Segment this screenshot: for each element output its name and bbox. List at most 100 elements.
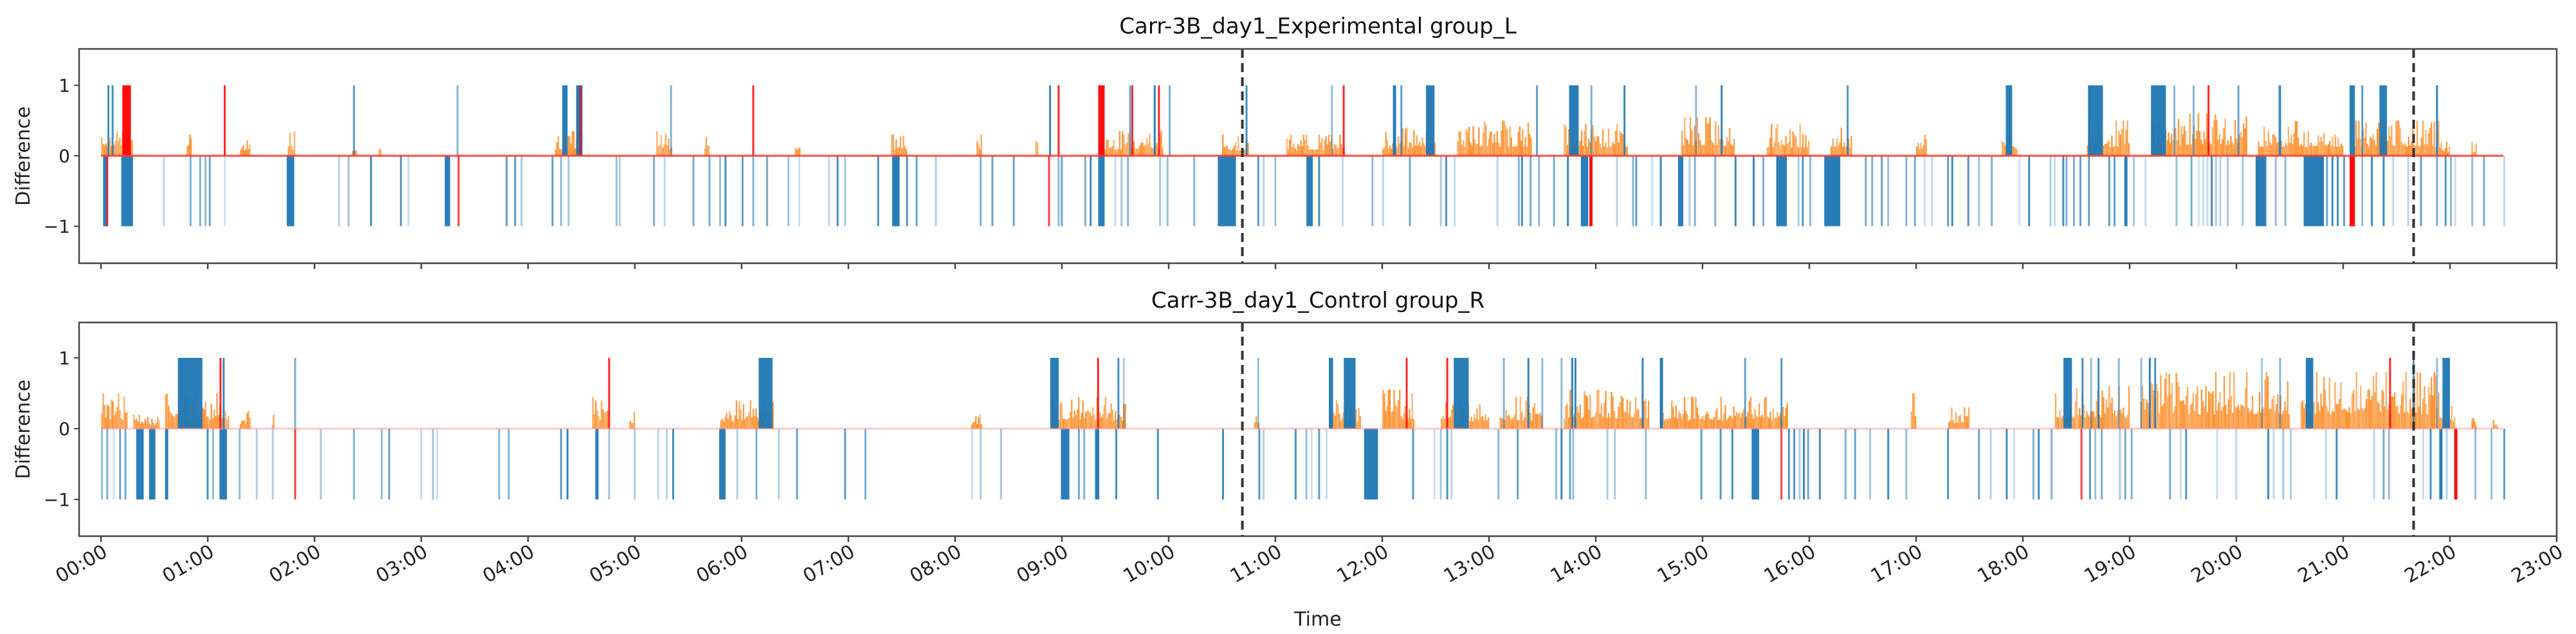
activity-bar: [2328, 140, 2331, 156]
activity-bar: [1416, 135, 1418, 156]
activity-bar: [1701, 418, 1703, 429]
activity-bar: [1702, 416, 1704, 429]
activity-bar: [104, 145, 105, 156]
activity-bar: [1531, 420, 1533, 429]
activity-bar: [1594, 412, 1597, 429]
blue-event-down: [1409, 156, 1411, 227]
activity-bar: [1921, 147, 1923, 156]
activity-bar: [187, 145, 190, 156]
blue-event-down: [1688, 156, 1691, 227]
activity-bar: [102, 393, 104, 429]
blue-event-up: [1744, 358, 1746, 429]
activity-bar: [1329, 142, 1331, 156]
activity-bar: [2223, 127, 2225, 156]
activity-bar: [138, 415, 140, 429]
red-event-down: [106, 156, 109, 227]
activity-bar: [1579, 404, 1581, 429]
blue-event-down: [672, 429, 675, 499]
activity-bar: [1806, 147, 1808, 156]
activity-bar: [1398, 389, 1401, 429]
blue-event-down: [1967, 156, 1969, 227]
activity-bar: [1645, 399, 1647, 429]
activity-bar: [1434, 142, 1436, 156]
event-marks: [101, 85, 2505, 227]
activity-bar: [1058, 420, 1060, 429]
activity-bar: [2108, 386, 2110, 429]
activity-bar: [2254, 414, 2256, 429]
blue-event-down: [1439, 429, 1442, 499]
blue-event-down: [1978, 429, 1980, 499]
activity-bar: [1662, 413, 1665, 429]
activity-bar: [1461, 144, 1463, 156]
activity-bar: [2361, 407, 2363, 429]
activity-bar: [1730, 416, 1732, 429]
x-tick-label: 11:00: [1227, 541, 1286, 588]
activity-bar: [1587, 139, 1590, 156]
activity-bar: [1533, 402, 1536, 429]
activity-bar: [1304, 140, 1306, 156]
blue-event-down: [708, 156, 711, 227]
activity-bar: [116, 131, 118, 156]
activity-bar: [145, 420, 147, 429]
activity-bar: [2369, 136, 2371, 156]
activity-bar: [2346, 410, 2348, 429]
activity-bar: [1612, 142, 1614, 156]
activity-bar: [1773, 142, 1776, 156]
activity-bar: [2285, 410, 2287, 429]
activity-bar: [893, 150, 896, 156]
activity-bar: [2244, 128, 2246, 156]
activity-bar: [2293, 133, 2295, 156]
activity-bar: [1490, 131, 1493, 156]
activity-bar: [101, 413, 103, 429]
blue-event-down: [2088, 156, 2090, 227]
activity-bar: [1737, 413, 1739, 429]
activity-bar: [1506, 129, 1508, 156]
blue-event-up: [2278, 85, 2280, 156]
activity-bar: [1452, 404, 1454, 429]
blue-event-down: [1114, 156, 1117, 227]
blue-event-down: [2049, 156, 2052, 227]
blue-event-up: [1847, 85, 1849, 156]
x-tick-label: 17:00: [1867, 541, 1926, 588]
blue-event-down: [2219, 156, 2222, 227]
activity-bar: [2431, 377, 2433, 429]
activity-bar: [2192, 393, 2195, 429]
activity-bar: [1614, 418, 1617, 429]
activity-bar: [1697, 415, 1700, 429]
activity-bar: [2110, 403, 2112, 429]
activity-bar: [2170, 394, 2172, 429]
blue-event-down: [1887, 156, 1890, 227]
activity-bar: [2439, 417, 2441, 429]
blue-event-down: [1318, 429, 1320, 499]
activity-bar: [1488, 139, 1490, 156]
activity-bar: [1136, 149, 1138, 156]
activity-bar: [1147, 143, 1149, 156]
activity-bar: [556, 142, 558, 156]
activity-bar: [119, 137, 121, 156]
activity-bar: [1731, 145, 1733, 156]
activity-bar: [1775, 418, 1777, 429]
activity-bar: [1565, 405, 1567, 429]
activity-bar: [1397, 400, 1400, 429]
activity-bar: [1448, 417, 1450, 429]
activity-bar: [1420, 145, 1422, 156]
activity-bar: [1784, 416, 1786, 429]
activity-bar: [2115, 120, 2117, 156]
activity-bar: [2341, 409, 2343, 429]
blue-event-up: [2140, 358, 2142, 429]
activity-bar: [1288, 139, 1291, 156]
activity-bar: [1334, 415, 1337, 429]
activity-bar: [2364, 407, 2366, 429]
activity-bar: [2432, 395, 2434, 429]
activity-bar: [2104, 144, 2106, 156]
blue-event-down: [2018, 156, 2021, 227]
activity-bar: [2252, 413, 2255, 429]
activity-bar: [1287, 149, 1290, 156]
activity-bar: [2420, 138, 2423, 156]
activity-bar: [271, 425, 273, 429]
activity-bar: [2425, 404, 2427, 429]
activity-bar: [1564, 418, 1566, 429]
activity-bar: [2263, 127, 2265, 156]
activity-bar: [1254, 422, 1256, 429]
